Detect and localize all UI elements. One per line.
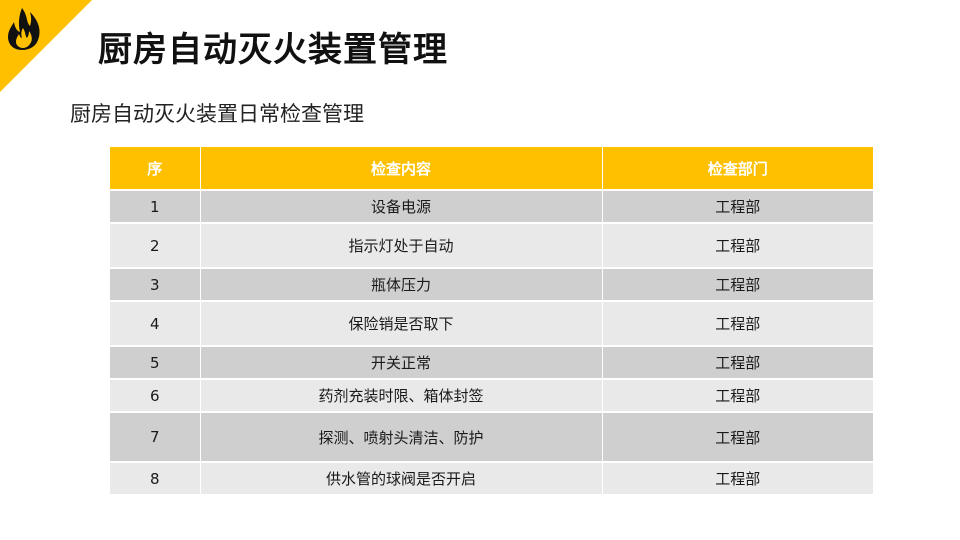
cell-seq: 2	[110, 223, 201, 269]
table-row: 4 保险销是否取下 工程部	[110, 301, 873, 347]
cell-seq: 6	[110, 379, 201, 413]
cell-department: 工程部	[602, 301, 873, 347]
header-content: 检查内容	[200, 147, 603, 191]
flame-icon	[8, 8, 40, 50]
cell-seq: 3	[110, 268, 201, 302]
header-seq: 序	[110, 147, 201, 191]
table-header-row: 序 检查内容 检查部门	[110, 147, 873, 191]
cell-department: 工程部	[602, 412, 873, 463]
cell-content: 瓶体压力	[200, 268, 603, 302]
cell-department: 工程部	[602, 223, 873, 269]
table-row: 5 开关正常 工程部	[110, 346, 873, 380]
cell-content: 药剂充装时限、箱体封签	[200, 379, 603, 413]
inspection-table: 序 检查内容 检查部门 1 设备电源 工程部 2 指示灯处于自动 工程部 3 瓶…	[110, 147, 873, 496]
cell-seq: 8	[110, 462, 201, 496]
table-row: 6 药剂充装时限、箱体封签 工程部	[110, 379, 873, 413]
table-row: 2 指示灯处于自动 工程部	[110, 223, 873, 269]
cell-department: 工程部	[602, 462, 873, 496]
table-row: 7 探测、喷射头清洁、防护 工程部	[110, 412, 873, 463]
cell-department: 工程部	[602, 190, 873, 224]
cell-content: 开关正常	[200, 346, 603, 380]
table-row: 3 瓶体压力 工程部	[110, 268, 873, 302]
header-department: 检查部门	[602, 147, 873, 191]
cell-seq: 7	[110, 412, 201, 463]
slide-title: 厨房自动灭火装置管理	[98, 30, 448, 70]
cell-content: 设备电源	[200, 190, 603, 224]
cell-seq: 4	[110, 301, 201, 347]
slide-subtitle: 厨房自动灭火装置日常检查管理	[70, 102, 364, 126]
table-row: 8 供水管的球阀是否开启 工程部	[110, 462, 873, 496]
cell-content: 供水管的球阀是否开启	[200, 462, 603, 496]
cell-seq: 1	[110, 190, 201, 224]
cell-seq: 5	[110, 346, 201, 380]
cell-content: 探测、喷射头清洁、防护	[200, 412, 603, 463]
table-row: 1 设备电源 工程部	[110, 190, 873, 224]
flame-corner-decoration	[0, 0, 92, 92]
cell-content: 保险销是否取下	[200, 301, 603, 347]
cell-content: 指示灯处于自动	[200, 223, 603, 269]
cell-department: 工程部	[602, 346, 873, 380]
cell-department: 工程部	[602, 379, 873, 413]
cell-department: 工程部	[602, 268, 873, 302]
